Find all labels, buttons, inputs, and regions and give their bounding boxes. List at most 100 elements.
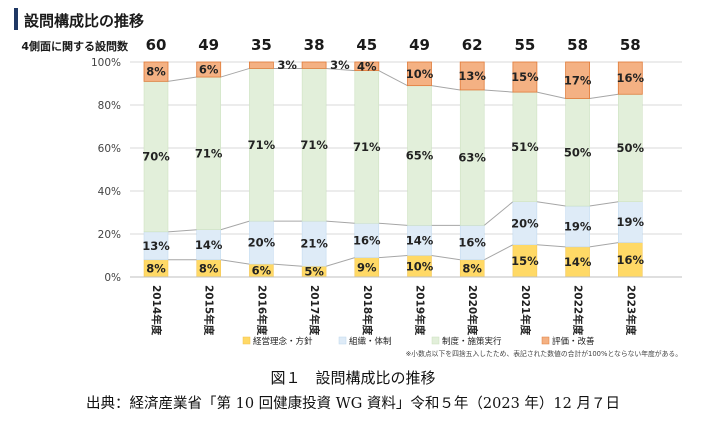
bar-segment-4 xyxy=(196,61,222,78)
figure-caption: 図１ 設問構成比の推移 xyxy=(270,369,436,387)
question-count-value: 62 xyxy=(462,36,483,54)
data-label: 20% xyxy=(248,236,276,250)
boundary-connector-line xyxy=(144,67,643,100)
bar-segment-4 xyxy=(354,61,380,71)
data-label: 9% xyxy=(357,260,377,274)
bar-segment-4 xyxy=(248,61,274,69)
bar-segment-4 xyxy=(301,61,327,69)
y-tick-label: 40% xyxy=(98,186,121,198)
legend-label: 評価・改善 xyxy=(552,336,595,347)
bar-segment-3 xyxy=(196,76,221,230)
bar-segment-2 xyxy=(459,225,485,261)
data-label: 19% xyxy=(617,215,645,229)
data-label: 13% xyxy=(458,69,486,83)
data-label: 71% xyxy=(300,138,328,152)
data-label: 13% xyxy=(142,239,170,253)
data-label: 14% xyxy=(564,255,592,269)
y-tick-label: 80% xyxy=(98,100,121,112)
data-label: 63% xyxy=(458,151,486,165)
x-tick-label: 2022年度 xyxy=(572,285,585,336)
data-label: 8% xyxy=(462,261,482,275)
x-tick-label: 2015年度 xyxy=(203,285,216,336)
y-tick-label: 0% xyxy=(104,272,121,284)
data-label: 10% xyxy=(406,259,434,273)
data-label: 71% xyxy=(353,140,381,154)
data-label: 65% xyxy=(406,149,434,163)
title-accent-bar xyxy=(14,8,18,30)
bar-segment-4 xyxy=(617,61,643,95)
bar-segment-1 xyxy=(618,242,643,278)
question-count-value: 38 xyxy=(304,36,325,54)
bar-segment-3 xyxy=(618,94,643,202)
boundary-connector-line xyxy=(144,201,643,233)
bar-segment-4 xyxy=(565,61,590,99)
data-label: 19% xyxy=(564,219,592,233)
bar-segment-3 xyxy=(249,68,274,222)
question-count-value: 49 xyxy=(409,36,430,54)
data-label: 16% xyxy=(617,71,645,85)
bar-segment-2 xyxy=(407,225,432,256)
y-tick-label: 100% xyxy=(91,57,121,69)
bar-segment-2 xyxy=(565,205,590,248)
legend-label: 組織・体制 xyxy=(349,336,392,347)
x-tick-label: 2023年度 xyxy=(624,285,637,336)
question-count-value: 58 xyxy=(567,36,588,54)
x-tick-label: 2016年度 xyxy=(255,285,268,336)
data-label: 51% xyxy=(511,140,539,154)
data-label: 4% xyxy=(357,59,377,73)
bar-segment-2 xyxy=(301,220,327,267)
legend-swatch xyxy=(338,336,347,345)
x-tick-label: 2019年度 xyxy=(414,285,427,336)
data-label: 14% xyxy=(195,238,223,252)
bar-segment-3 xyxy=(407,85,432,226)
data-label: 8% xyxy=(146,65,166,79)
bar-segment-4 xyxy=(143,61,169,82)
source-caption: 出典：経済産業省「第 10 回健康投資 WG 資料」令和５年（2023 年）12… xyxy=(86,396,620,412)
data-label: 16% xyxy=(353,233,381,247)
bar-segment-3 xyxy=(301,68,327,222)
x-tick-label: 2021年度 xyxy=(519,285,532,336)
question-count-value: 35 xyxy=(251,36,272,54)
x-tick-label: 2020年度 xyxy=(466,285,479,336)
legend-label: 制度・施策実行 xyxy=(442,336,502,347)
data-label: 10% xyxy=(406,67,434,81)
legend-swatch xyxy=(431,336,440,345)
legend-label: 経営理念・方針 xyxy=(253,336,313,347)
bar-segment-3 xyxy=(354,70,380,224)
chart-svg: 設問構成比の推移 4側面に関する設問数 60 49 35 38 45 49 62 55 58 58 0%… xyxy=(14,8,682,358)
bar-segment-2 xyxy=(354,223,380,258)
bar-segment-2 xyxy=(249,220,274,265)
question-count-label: 4側面に関する設問数 xyxy=(21,39,129,53)
data-label: 71% xyxy=(248,138,276,152)
bar-segment-2 xyxy=(512,201,538,245)
data-label: 15% xyxy=(511,70,539,84)
data-label: 5% xyxy=(304,265,324,279)
bar-segment-4 xyxy=(459,61,485,91)
data-label: 17% xyxy=(564,73,592,87)
question-count-value: 45 xyxy=(356,36,377,54)
bar-segment-3 xyxy=(512,91,538,202)
data-label: 21% xyxy=(300,237,328,251)
question-count-value: 58 xyxy=(620,36,641,54)
legend-swatch xyxy=(242,336,251,345)
data-label: 16% xyxy=(458,236,486,250)
data-label: 50% xyxy=(617,141,645,155)
question-count-value: 60 xyxy=(146,36,167,54)
chart-title: 設問構成比の推移 xyxy=(24,12,144,30)
bar-segment-4 xyxy=(407,61,432,87)
question-count-value: 55 xyxy=(514,36,535,54)
data-label: 16% xyxy=(617,253,645,267)
y-tick-label: 60% xyxy=(98,143,121,155)
data-label: 14% xyxy=(406,233,434,247)
x-tick-label: 2018年度 xyxy=(361,285,374,336)
boundary-connector-line xyxy=(144,242,643,267)
y-tick-label: 20% xyxy=(98,229,121,241)
x-tick-label: 2017年度 xyxy=(308,285,321,336)
footnote: ※小数点以下を四捨五入したため、表記された数値の合計が100%とならない年度があ… xyxy=(406,349,682,358)
data-label: 6% xyxy=(252,264,272,278)
data-label: 50% xyxy=(564,145,592,159)
legend-swatch xyxy=(541,336,550,345)
data-label: 70% xyxy=(142,150,170,164)
data-label: 8% xyxy=(199,261,219,275)
